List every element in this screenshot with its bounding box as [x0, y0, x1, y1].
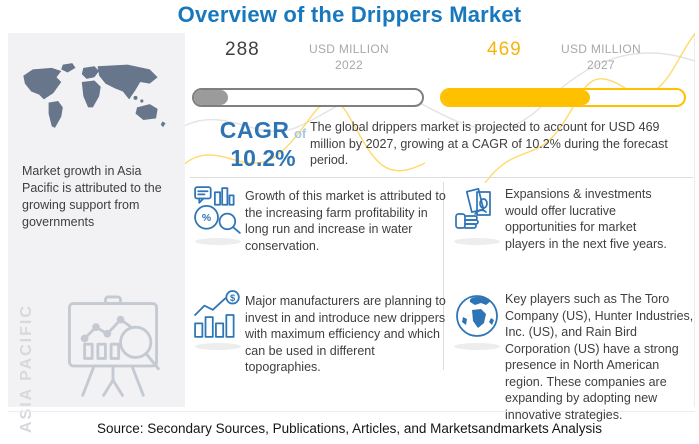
- world-map: [23, 63, 166, 128]
- presentation-board-icon: [68, 295, 160, 397]
- horizontal-divider: [190, 177, 693, 178]
- icon-shadow: [195, 238, 241, 245]
- page-title: Overview of the Drippers Market: [177, 2, 522, 27]
- card-bottom-border: [8, 411, 695, 412]
- insight-new-products: Major manufacturers are planning to inve…: [245, 294, 446, 374]
- market-size-2022-value: 288: [225, 39, 260, 60]
- icon-shadow: [454, 238, 500, 245]
- region-note: Market growth in Asia Pacific is attribu…: [22, 164, 162, 229]
- cagr-summary: The global drippers market is projected …: [310, 120, 668, 167]
- icon-shadow: [454, 343, 500, 350]
- insight-growth-driver: Growth of this market is attributed to t…: [245, 189, 446, 253]
- svg-text:$: $: [230, 293, 236, 303]
- insight-key-players: Key players such as The Toro Company (US…: [505, 292, 694, 422]
- vertical-divider: [443, 182, 444, 370]
- growth-bars-icon: $: [194, 290, 240, 338]
- insight-opportunities: Expansions & investments would offer luc…: [505, 187, 667, 251]
- progress-fill-2022: [194, 90, 229, 105]
- cagr-box: CAGR of 10.2%: [207, 117, 319, 172]
- progress-fill-2027: [442, 90, 590, 105]
- market-size-2027-value: 469: [487, 39, 522, 60]
- market-analysis-icon: %: [194, 186, 241, 234]
- progress-bar-2027: [440, 88, 686, 107]
- market-size-2027-unit: USD MILLION 2027: [561, 42, 641, 72]
- asia-pacific-panel: Market growth in Asia Pacific is attribu…: [8, 33, 185, 433]
- cagr-value: 10.2%: [230, 145, 296, 171]
- cash-investment-icon: [455, 187, 491, 229]
- market-content: 288 USD MILLION 2022 469 USD MILLION 202…: [185, 33, 695, 422]
- svg-text:%: %: [202, 213, 211, 224]
- source-note: Source: Secondary Sources, Publications,…: [97, 421, 602, 436]
- market-size-2022-unit: USD MILLION 2022: [309, 42, 389, 72]
- progress-bar-2022: [192, 88, 424, 107]
- icon-shadow: [195, 343, 241, 350]
- globe-icon: [456, 295, 498, 337]
